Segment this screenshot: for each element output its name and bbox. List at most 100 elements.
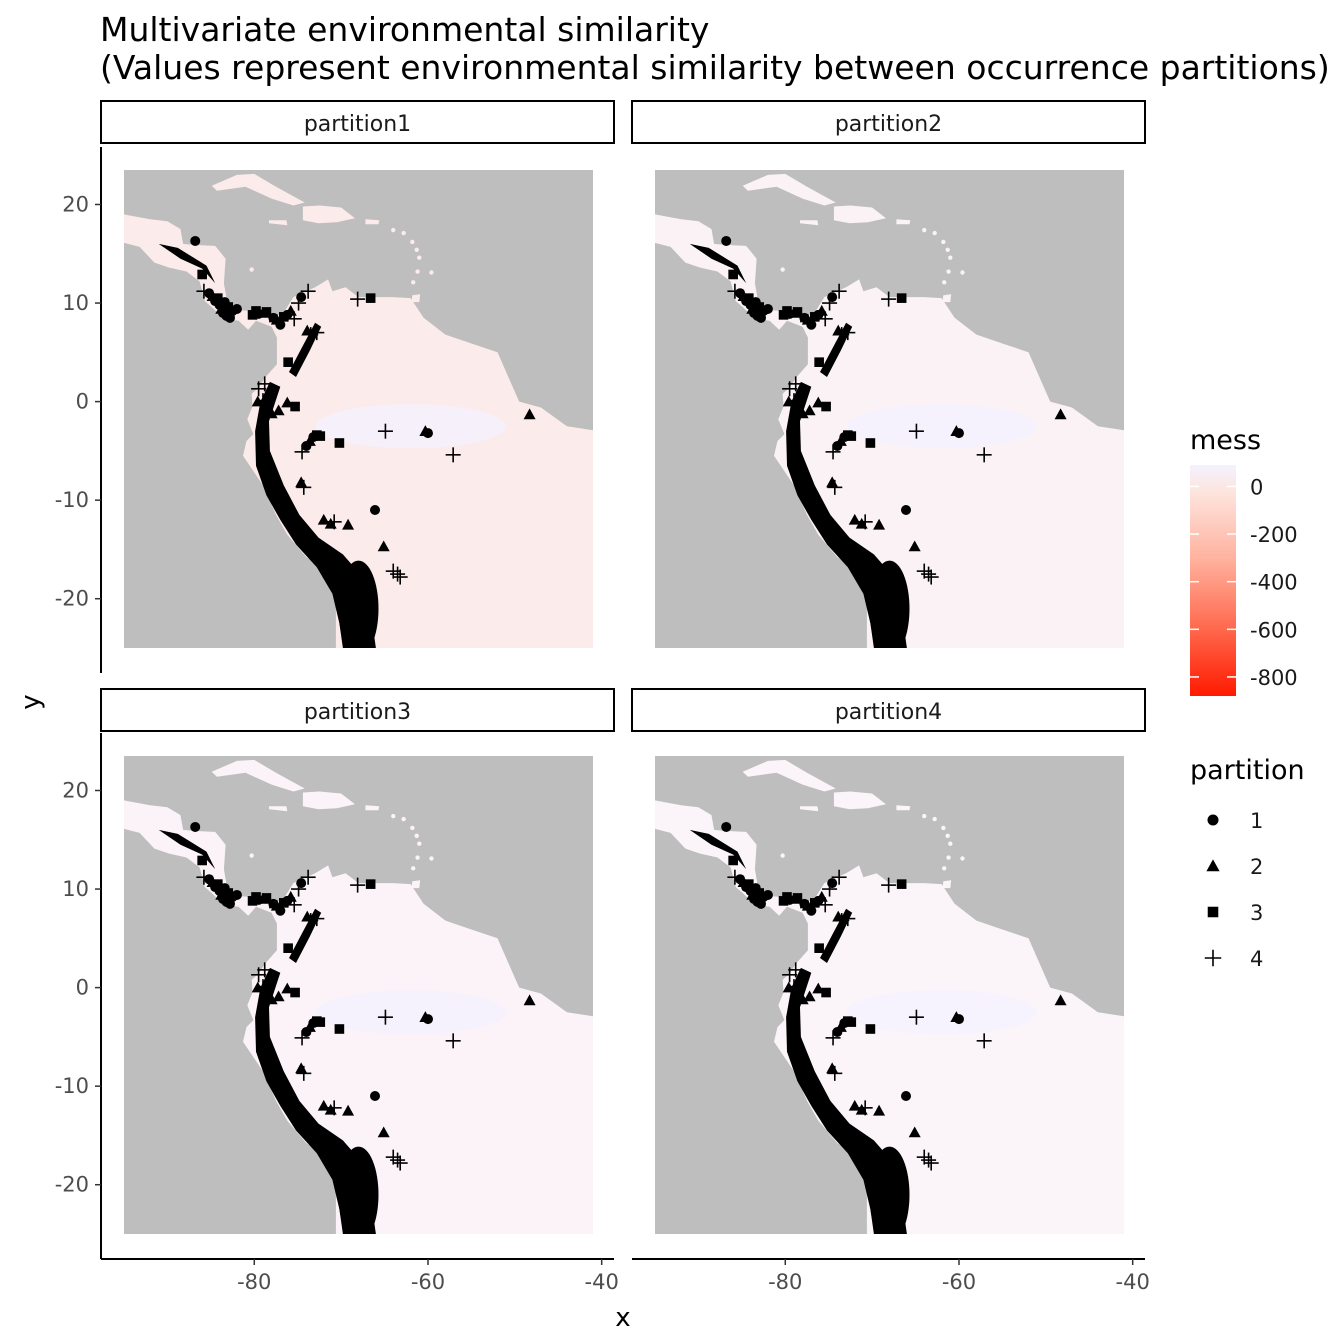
point-triangle [812, 982, 825, 994]
facet-panels: partition1 20 10 0 -10 -20 partition2 partition… [55, 100, 1150, 1294]
point-plus [392, 569, 408, 585]
fill-legend: mess 0 -200 -400 -600 -800 [1190, 425, 1298, 696]
point-plus [976, 1033, 992, 1049]
x-tick-label: -40 [1116, 1270, 1150, 1294]
point-triangle [873, 518, 886, 530]
small-island [249, 853, 254, 858]
point-triangle [796, 993, 809, 1005]
x-tick-label: -60 [411, 1270, 445, 1294]
facet-strip [631, 100, 1146, 144]
point-triangle [342, 518, 355, 530]
small-island [942, 866, 947, 871]
point-circle [827, 292, 838, 303]
facet-panel: partition4 -80 -60 -40 [631, 688, 1150, 1294]
altiplano-raster [869, 560, 910, 648]
point-square [315, 1017, 326, 1027]
small-island [391, 227, 396, 233]
amazon-similarity-zone [315, 404, 506, 449]
point-plus [976, 447, 992, 463]
small-island [249, 267, 254, 272]
caribbean-island [800, 806, 819, 812]
x-tick-label: -40 [585, 1270, 619, 1294]
point-square [814, 943, 824, 953]
point-triangle [265, 993, 278, 1005]
point-circle [953, 428, 964, 439]
point-triangle [803, 990, 816, 1002]
small-island [391, 813, 396, 819]
caribbean-island [833, 205, 886, 224]
point-square [754, 888, 765, 898]
caribbean-island [896, 219, 911, 225]
point-triangle [523, 994, 536, 1006]
facet-panel: partition3 20 10 0 -10 -20 -80 -60 -40 [55, 688, 619, 1294]
point-plus [923, 569, 939, 585]
amazon-similarity-zone [315, 990, 506, 1035]
point-circle [762, 303, 773, 314]
point-triangle [281, 396, 294, 408]
facet-strip [100, 688, 615, 732]
small-island [417, 841, 422, 846]
caribbean-island [896, 805, 911, 811]
occurrence-points [721, 821, 1067, 1171]
small-island [948, 841, 953, 846]
point-plus [817, 897, 833, 913]
point-circle [422, 1014, 433, 1025]
amazon-similarity-zone [846, 990, 1037, 1035]
y-tick-label: -10 [55, 488, 89, 512]
point-plus [257, 376, 273, 392]
y-tick-label: -20 [55, 587, 89, 611]
altiplano-raster [869, 1146, 910, 1234]
point-plus [390, 566, 406, 582]
colorbar-label: -600 [1250, 618, 1298, 642]
small-island [960, 856, 965, 861]
colorbar-label: -800 [1250, 666, 1298, 690]
point-triangle [265, 407, 278, 419]
point-plus [392, 1155, 408, 1171]
point-circle [1207, 814, 1219, 826]
y-tick-label: 0 [76, 390, 89, 414]
facet-panel: partition1 20 10 0 -10 -20 [55, 100, 615, 673]
caribbean-island [942, 880, 952, 889]
point-square [334, 438, 345, 448]
point-square [846, 431, 857, 441]
shape-legend-entry: 2 [1206, 855, 1263, 879]
small-island [948, 255, 953, 260]
x-tick-label: -60 [942, 1270, 976, 1294]
point-square [896, 879, 907, 889]
small-island [922, 813, 927, 819]
point-square [896, 293, 907, 303]
small-island [401, 230, 406, 236]
point-square [814, 357, 824, 367]
point-plus [257, 962, 273, 978]
point-square [865, 1024, 876, 1034]
point-square [754, 302, 765, 312]
point-circle [901, 1091, 912, 1102]
shape-legend-entry: 4 [1204, 947, 1263, 971]
point-triangle [803, 404, 816, 416]
caribbean-island [211, 173, 305, 206]
point-square [283, 357, 293, 367]
shape-legend: partition 1 2 3 4 [1190, 755, 1305, 971]
point-circle [762, 889, 773, 900]
caribbean-island [742, 759, 836, 792]
small-island [415, 269, 420, 274]
point-plus [309, 325, 325, 341]
y-tick-label: 20 [62, 778, 89, 802]
point-triangle [812, 396, 825, 408]
altiplano-raster [338, 560, 379, 648]
point-plus [831, 869, 847, 885]
raster-layer [655, 759, 1124, 1234]
point-circle [296, 292, 307, 303]
small-island [429, 270, 434, 275]
point-triangle [873, 1104, 886, 1116]
point-circle [275, 905, 286, 916]
shape-legend-entries: 1 2 3 4 [1204, 809, 1263, 971]
y-tick-label: -20 [55, 1173, 89, 1197]
point-square [223, 888, 234, 898]
small-island [780, 853, 785, 858]
point-circle [370, 505, 381, 516]
caribbean-island [833, 791, 886, 810]
northern-andes-raster [820, 322, 853, 377]
facet-strip-label: partition3 [304, 700, 411, 725]
point-square [315, 431, 326, 441]
